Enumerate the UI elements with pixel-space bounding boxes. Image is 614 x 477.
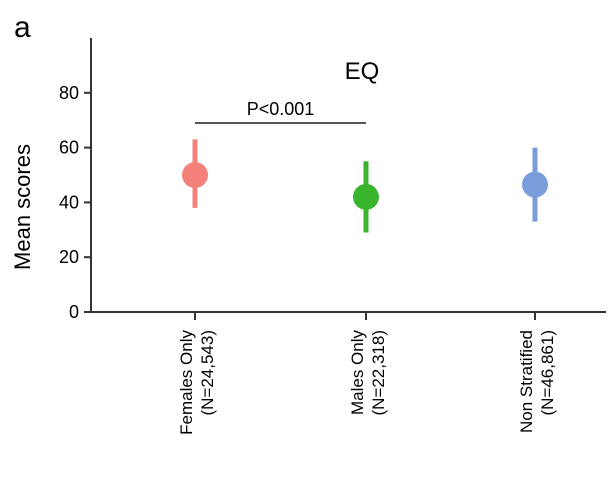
- mean-point: [182, 162, 208, 188]
- y-tick-label: 60: [59, 138, 79, 158]
- y-tick-label: 80: [59, 83, 79, 103]
- significance-label: P<0.001: [247, 99, 315, 119]
- x-category-name: Females Only: [177, 330, 196, 435]
- mean-point: [353, 183, 379, 210]
- y-tick-label: 20: [59, 247, 79, 267]
- x-category-count: (N=22,318): [369, 330, 388, 416]
- y-tick-label: 40: [59, 192, 79, 212]
- x-category-name: Males Only: [348, 330, 367, 416]
- x-category-label: Non Stratified (N=46,861): [517, 330, 557, 433]
- x-category-label: Males Only (N=22,318): [348, 330, 388, 416]
- mean-point: [522, 171, 548, 198]
- x-category-name: Non Stratified: [517, 330, 536, 433]
- y-tick-label: 0: [69, 302, 79, 322]
- chart-title: EQ: [345, 58, 380, 85]
- panel-label: a: [14, 11, 31, 44]
- y-axis-label: Mean scores: [10, 144, 35, 270]
- x-category-count: (N=24,543): [198, 330, 217, 416]
- x-category-count: (N=46,861): [538, 330, 557, 416]
- x-category-label: Females Only (N=24,543): [177, 330, 217, 435]
